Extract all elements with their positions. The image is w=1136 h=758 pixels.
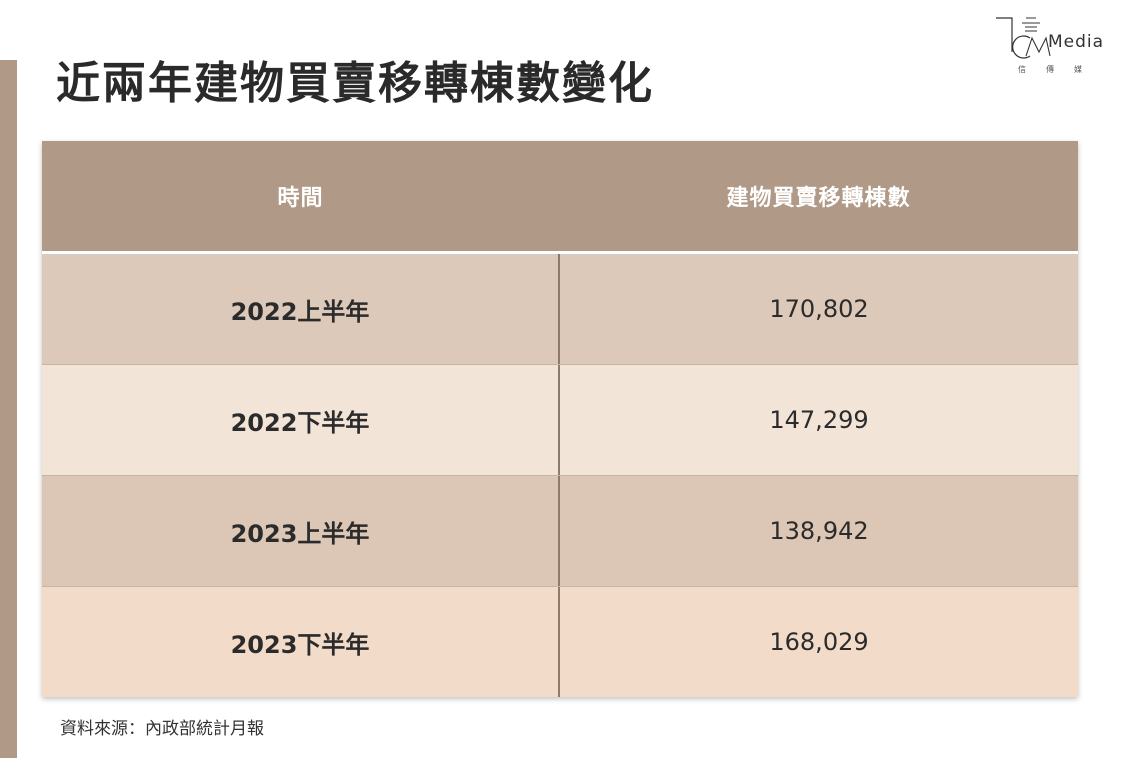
cell-period: 2022上半年 (42, 254, 560, 364)
cell-period: 2023下半年 (42, 587, 560, 697)
column-header-transfer-count: 建物買賣移轉棟數 (726, 186, 911, 211)
table-header-row: 時間 建物買賣移轉棟數 (42, 141, 1078, 254)
logo-sub-char: 媒 (1074, 65, 1082, 74)
logo-subtitle: 信 傳 媒 (1018, 64, 1082, 75)
logo-mark-icon (996, 17, 1051, 59)
left-accent-bar (0, 60, 17, 758)
table-row: 2023下半年 168,029 (42, 586, 1078, 697)
table-row: 2023上半年 138,942 (42, 475, 1078, 586)
table-body: 2022上半年 170,802 2022下半年 147,299 2023上半年 … (42, 254, 1078, 697)
cell-period: 2022下半年 (42, 365, 560, 475)
cell-count: 168,029 (769, 628, 869, 656)
cell-count: 138,942 (769, 517, 869, 545)
table-row: 2022上半年 170,802 (42, 254, 1078, 364)
table-row: 2022下半年 147,299 (42, 364, 1078, 475)
logo-sub-char: 信 (1018, 65, 1026, 74)
source-note: 資料來源：內政部統計月報 (60, 719, 264, 739)
cell-count: 170,802 (769, 295, 869, 323)
cell-count: 147,299 (769, 406, 869, 434)
logo-wordmark: Media (1048, 32, 1105, 52)
brand-logo: Media 信 傳 媒 (990, 12, 1120, 84)
page-title: 近兩年建物買賣移轉棟數變化 (56, 58, 654, 109)
data-table: 時間 建物買賣移轉棟數 2022上半年 170,802 2022下半年 147,… (42, 141, 1078, 697)
logo-sub-char: 傳 (1046, 65, 1054, 74)
column-header-time: 時間 (277, 186, 324, 211)
cell-period: 2023上半年 (42, 476, 560, 586)
